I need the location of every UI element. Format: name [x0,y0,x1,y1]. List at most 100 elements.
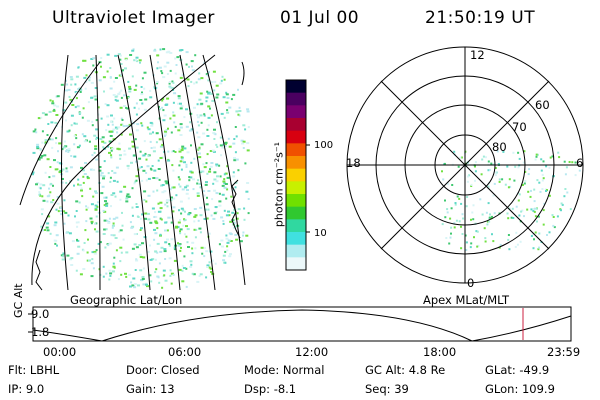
emission-pixel [130,281,133,284]
emission-pixel [179,185,182,188]
emission-pixel [551,214,554,217]
emission-pixel [170,196,173,199]
emission-pixel [155,132,159,135]
emission-pixel [69,166,73,169]
polar-plot [346,46,584,284]
emission-pixel [172,81,175,84]
emission-pixel [487,169,490,172]
emission-pixel [75,97,78,100]
emission-pixel [88,79,91,82]
emission-pixel [52,199,55,201]
emission-pixel [490,162,493,165]
emission-pixel [141,276,145,278]
emission-pixel [58,171,62,174]
emission-pixel [506,212,509,215]
emission-pixel [155,141,158,144]
emission-pixel [56,161,59,164]
emission-pixel [521,209,524,212]
emission-pixel [460,202,463,205]
emission-pixel [135,129,139,132]
emission-pixel [105,204,109,207]
emission-pixel [160,218,163,221]
emission-pixel [133,283,137,286]
emission-pixel [545,190,547,192]
emission-pixel [242,234,244,237]
emission-pixel [450,226,453,229]
emission-pixel [65,79,67,82]
emission-pixel [518,214,521,217]
emission-pixel [131,247,135,250]
emission-pixel [161,106,164,109]
emission-pixel [77,178,80,181]
emission-pixel [89,187,92,190]
emission-pixel [52,175,56,178]
emission-pixel [53,224,57,227]
emission-pixel [164,130,167,133]
emission-pixel [215,206,218,209]
emission-pixel [207,232,211,235]
emission-pixel [141,179,144,182]
emission-pixel [116,147,120,150]
emission-pixel [203,218,207,220]
emission-pixel [55,142,58,145]
emission-pixel [150,147,153,149]
emission-pixel [106,70,109,73]
emission-pixel [215,192,219,195]
emission-pixel [39,183,43,186]
emission-pixel [138,157,142,160]
emission-pixel [458,197,461,200]
emission-pixel [122,125,126,128]
emission-pixel [518,157,521,160]
emission-pixel [211,149,215,152]
emission-pixel [159,48,162,51]
emission-pixel [132,277,136,280]
emission-pixel [164,133,167,136]
colorbar-stripe [286,219,306,233]
emission-pixel [136,123,140,126]
emission-pixel [133,154,136,157]
emission-pixel [228,145,232,148]
emission-pixel [483,227,486,230]
emission-pixel [39,187,42,190]
emission-pixel [107,244,110,247]
emission-pixel [155,268,158,271]
emission-pixel [179,200,183,203]
emission-pixel [205,250,209,253]
emission-pixel [119,63,123,65]
emission-pixel [70,78,74,81]
emission-pixel [453,222,456,225]
emission-pixel [158,178,161,181]
emission-pixel [557,151,560,154]
emission-pixel [222,259,226,262]
emission-pixel [489,213,491,216]
emission-pixel [148,274,152,277]
emission-pixel [145,158,148,161]
emission-pixel [165,199,169,202]
emission-pixel [166,61,170,64]
emission-pixel [74,106,77,109]
emission-pixel [206,264,210,267]
emission-pixel [137,284,140,287]
emission-pixel [114,126,118,129]
left-panel-label: Geographic Lat/Lon [70,293,183,307]
emission-pixel [98,169,102,172]
emission-pixel [168,244,171,247]
emission-pixel [541,188,544,190]
emission-pixel [48,176,51,179]
emission-pixel [205,100,208,103]
emission-pixel [186,228,190,231]
emission-pixel [121,123,124,126]
emission-pixel [142,283,146,286]
emission-pixel [50,182,53,185]
emission-pixel [164,131,168,134]
emission-pixel [75,221,78,224]
emission-pixel [49,232,52,235]
emission-pixel [123,105,126,107]
lat-label-70: 70 [512,120,527,134]
emission-pixel [66,254,70,257]
emission-pixel [123,153,127,156]
emission-pixel [56,202,60,205]
emission-pixel [191,247,194,250]
emission-pixel [216,121,218,124]
emission-pixel [111,147,115,150]
